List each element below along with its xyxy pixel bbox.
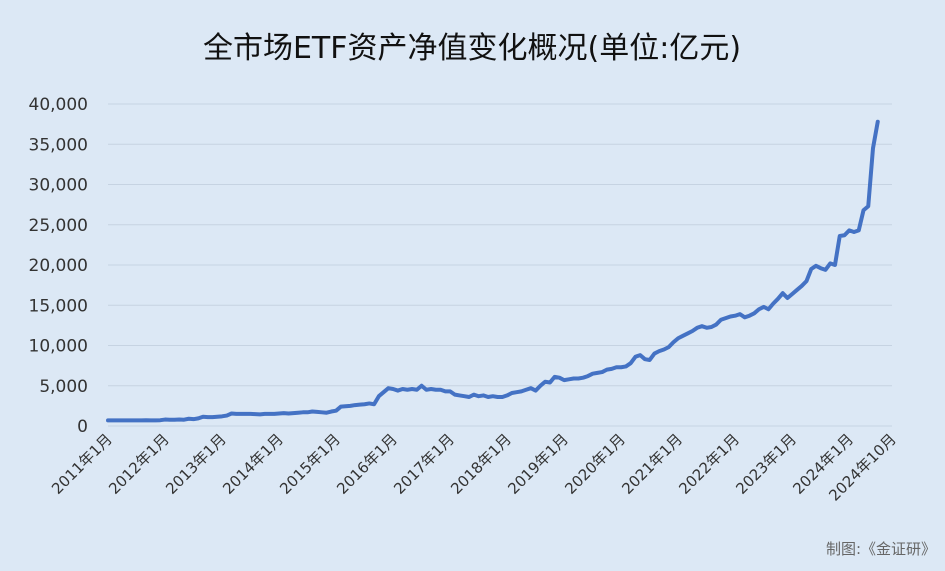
y-tick-label: 35,000 <box>29 135 88 155</box>
y-tick-label: 10,000 <box>29 337 88 357</box>
x-tick-label: 2020年1月 <box>561 430 629 498</box>
x-axis-ticks: 2011年1月2012年1月2013年1月2014年1月2015年1月2016年… <box>48 430 900 504</box>
y-tick-label: 5,000 <box>39 377 88 397</box>
x-tick-label: 2014年1月 <box>219 430 287 498</box>
y-tick-label: 15,000 <box>29 296 88 316</box>
x-tick-label: 2012年1月 <box>105 430 173 498</box>
y-tick-label: 30,000 <box>29 176 88 196</box>
y-tick-label: 20,000 <box>29 256 88 276</box>
x-tick-label: 2022年1月 <box>675 430 743 498</box>
x-tick-label: 2013年1月 <box>162 430 230 498</box>
y-axis-ticks: 0 5,000 10,000 15,000 20,000 25,000 30,000 35,0… <box>29 95 88 437</box>
grid-lines <box>108 103 892 427</box>
credit-text: 制图:《金证研》 <box>826 540 936 558</box>
x-tick-label: 2021年1月 <box>618 430 686 498</box>
series-line <box>106 119 880 423</box>
x-tick-label: 2011年1月 <box>48 430 116 498</box>
x-tick-label: 2019年1月 <box>504 430 572 498</box>
x-tick-label: 2016年1月 <box>333 430 401 498</box>
x-tick-label: 2017年1月 <box>390 430 458 498</box>
x-tick-label: 2015年1月 <box>276 430 344 498</box>
y-tick-label: 25,000 <box>29 216 88 236</box>
chart-title: 全市场ETF资产净值变化概况(单位:亿元) <box>203 31 741 66</box>
x-tick-label: 2018年1月 <box>447 430 515 498</box>
x-tick-label: 2023年1月 <box>732 430 800 498</box>
y-tick-label: 0 <box>77 417 88 437</box>
y-tick-label: 40,000 <box>29 95 88 115</box>
